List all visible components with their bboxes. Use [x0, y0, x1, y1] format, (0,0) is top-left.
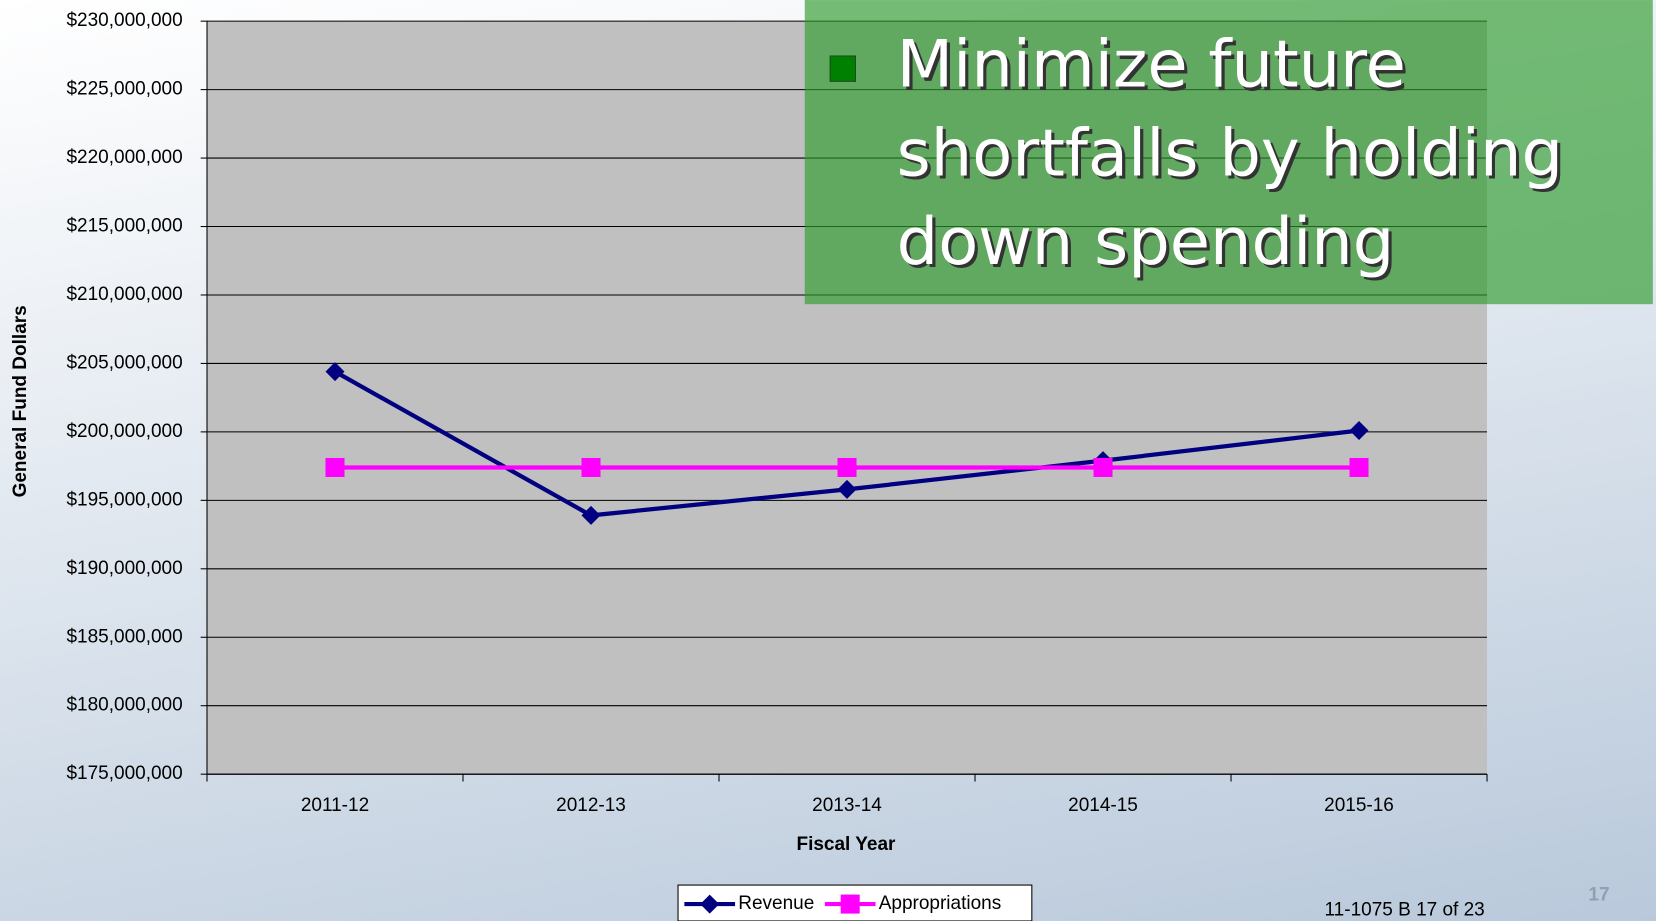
callout-box	[804, 0, 1653, 305]
x-tick-label: 2015-16	[1324, 795, 1394, 816]
y-tick-label: $195,000,000	[66, 489, 182, 510]
slide-number: 17	[1588, 885, 1609, 906]
y-tick-label: $180,000,000	[66, 695, 182, 716]
callout-shadow: Minimize future	[900, 30, 1409, 106]
y-tick-label: $190,000,000	[66, 558, 182, 579]
callout-text: Minimize future	[897, 27, 1406, 103]
callout-shadow: shortfalls by holding	[900, 119, 1566, 195]
marker	[837, 457, 857, 477]
marker	[581, 505, 601, 525]
y-tick-label: $210,000,000	[66, 284, 182, 305]
marker	[837, 479, 857, 499]
marker	[1093, 457, 1113, 477]
y-tick-label: $200,000,000	[66, 421, 182, 442]
x-tick-label: 2014-15	[1068, 795, 1138, 816]
legend-label: Revenue	[738, 893, 814, 914]
y-axis-title: General Fund Dollars	[10, 305, 31, 497]
legend-label: Appropriations	[879, 893, 1002, 914]
x-tick-label: 2011-12	[301, 795, 369, 816]
callout-text: down spending	[897, 204, 1395, 280]
y-tick-label: $225,000,000	[66, 79, 182, 100]
marker	[1349, 457, 1369, 477]
x-tick-label: 2013-14	[812, 795, 882, 816]
x-tick-label: 2012-13	[556, 795, 626, 816]
marker	[1349, 421, 1369, 441]
marker	[700, 894, 720, 914]
y-tick-label: $220,000,000	[66, 147, 182, 168]
callout-shadow: down spending	[900, 207, 1398, 283]
y-tick-label: $230,000,000	[66, 10, 182, 31]
y-tick-label: $215,000,000	[66, 216, 182, 237]
x-axis-title: Fiscal Year	[796, 834, 896, 855]
y-tick-label: $205,000,000	[66, 352, 182, 373]
footer: 11-1075 B 17 of 23	[1325, 899, 1485, 920]
y-tick-label: $175,000,000	[66, 763, 182, 784]
marker	[325, 362, 345, 382]
marker	[581, 457, 601, 477]
marker	[840, 894, 860, 914]
marker	[325, 457, 345, 477]
bullet	[829, 55, 856, 82]
y-tick-label: $185,000,000	[66, 626, 182, 647]
callout-text: shortfalls by holding	[897, 115, 1563, 191]
